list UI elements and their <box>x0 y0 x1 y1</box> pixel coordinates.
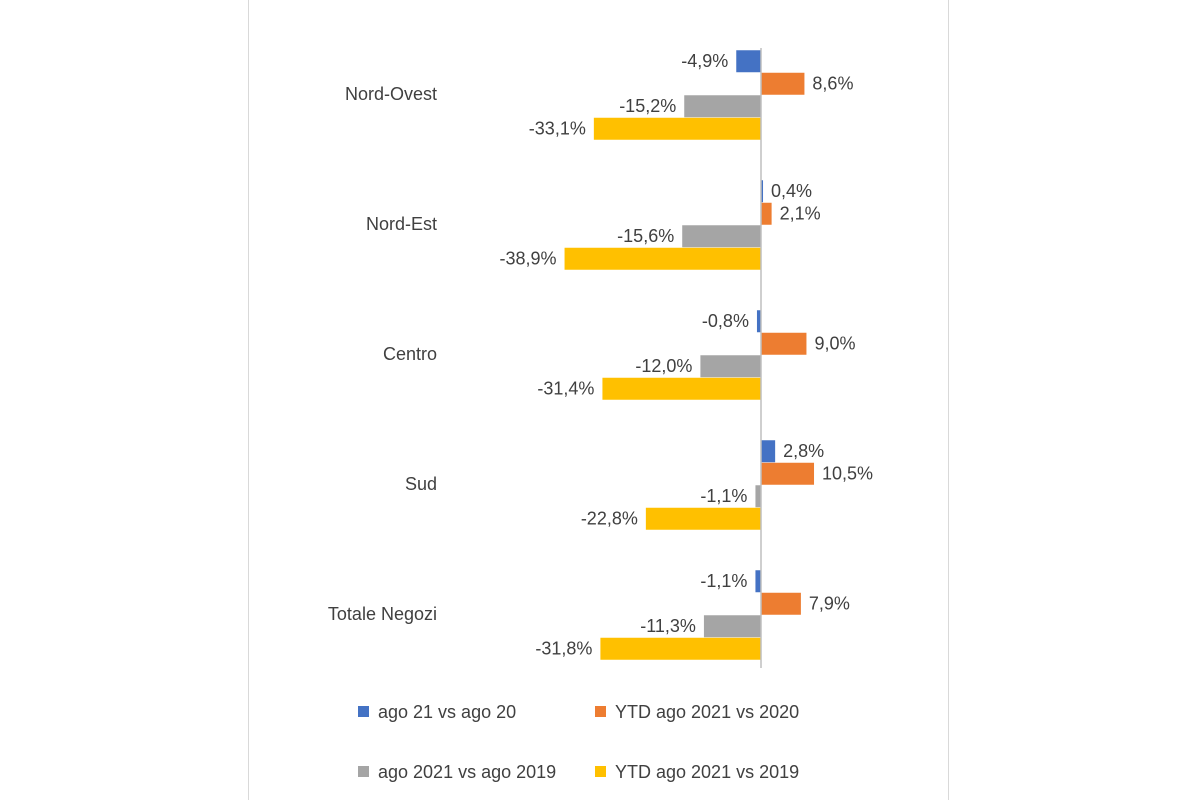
value-label: 2,8% <box>783 441 824 461</box>
bar <box>593 117 761 140</box>
legend-label: ago 21 vs ago 20 <box>378 702 516 722</box>
value-label: -33,1% <box>529 119 586 139</box>
bar <box>756 310 761 333</box>
value-label: -1,1% <box>700 486 747 506</box>
bar <box>736 50 761 73</box>
value-label: 0,4% <box>771 181 812 201</box>
bar <box>700 355 761 378</box>
value-label: 9,0% <box>814 334 855 354</box>
category-label: Totale Negozi <box>328 604 437 624</box>
value-label: 2,1% <box>780 204 821 224</box>
value-label: 7,9% <box>809 594 850 614</box>
value-label: -22,8% <box>581 509 638 529</box>
bar <box>703 615 761 638</box>
category-label: Nord-Ovest <box>345 84 437 104</box>
bar <box>755 485 761 508</box>
legend-label: YTD ago 2021 vs 2019 <box>615 762 799 782</box>
value-label: -1,1% <box>700 571 747 591</box>
bar <box>684 95 761 118</box>
bar <box>761 332 807 355</box>
value-label: -15,6% <box>617 226 674 246</box>
value-label: 8,6% <box>812 74 853 94</box>
legend-label: YTD ago 2021 vs 2020 <box>615 702 799 722</box>
bar <box>602 377 761 400</box>
bar <box>761 72 805 95</box>
bar <box>682 225 761 248</box>
value-label: -31,8% <box>535 639 592 659</box>
bar <box>645 507 761 530</box>
bar <box>761 440 776 463</box>
legend-swatch <box>595 706 606 717</box>
bar <box>761 202 772 225</box>
value-label: -31,4% <box>537 379 594 399</box>
value-label: -0,8% <box>702 311 749 331</box>
bar <box>755 570 761 593</box>
category-label: Nord-Est <box>366 214 437 234</box>
value-label: -38,9% <box>500 249 557 269</box>
value-label: -12,0% <box>635 356 692 376</box>
category-label: Centro <box>383 344 437 364</box>
category-label: Sud <box>405 474 437 494</box>
bar <box>761 180 764 203</box>
legend-label: ago 2021 vs ago 2019 <box>378 762 556 782</box>
value-label: -4,9% <box>681 51 728 71</box>
value-label: 10,5% <box>822 464 873 484</box>
bar <box>600 637 761 660</box>
value-label: -15,2% <box>619 96 676 116</box>
value-label: -11,3% <box>640 616 696 636</box>
legend-swatch <box>358 706 369 717</box>
bar <box>564 247 761 270</box>
legend-swatch <box>358 766 369 777</box>
legend-swatch <box>595 766 606 777</box>
bar <box>761 462 815 485</box>
bar <box>761 592 801 615</box>
